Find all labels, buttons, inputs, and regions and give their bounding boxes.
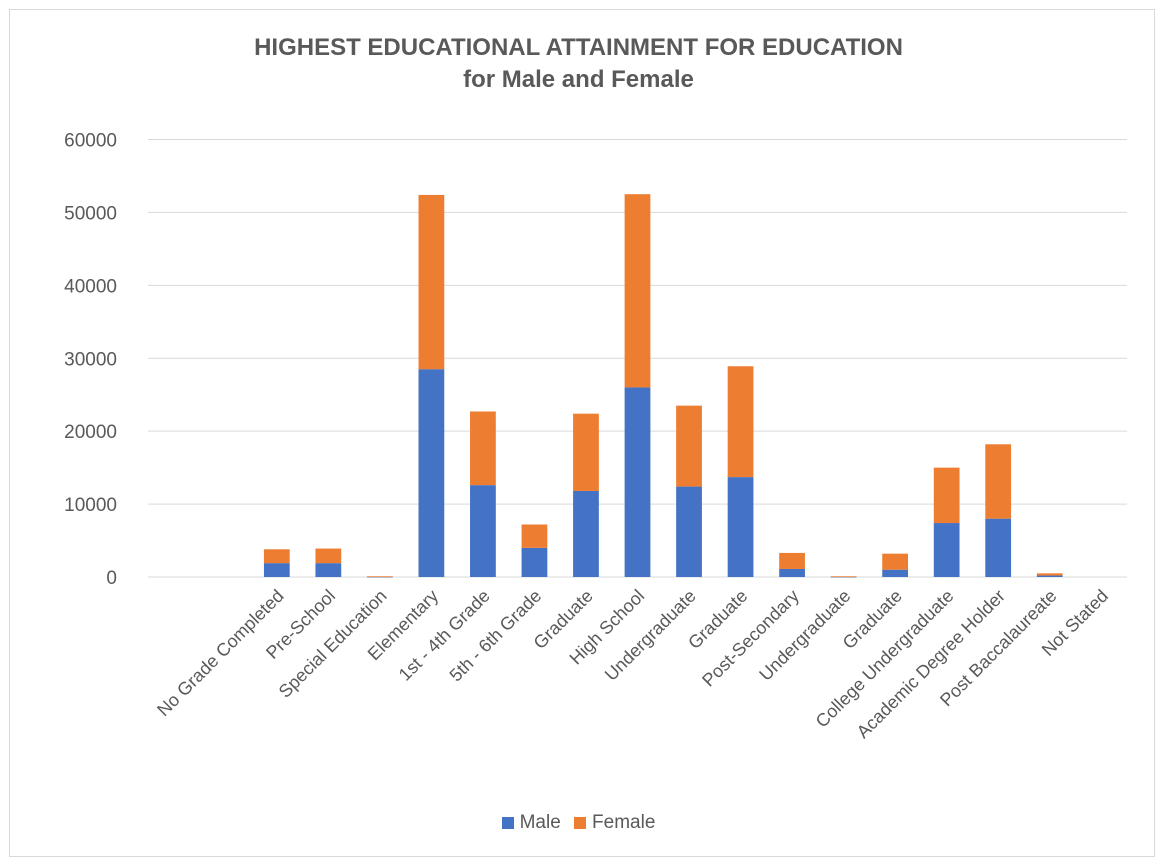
bar-male xyxy=(624,387,651,577)
chart-title: HIGHEST EDUCATIONAL ATTAINMENT FOR EDUCA… xyxy=(0,32,1157,96)
bar-male xyxy=(933,523,960,577)
bar-male xyxy=(985,518,1012,577)
legend-label-male: Male xyxy=(519,812,561,833)
bar-female xyxy=(366,576,393,578)
bar-male xyxy=(676,486,702,577)
bar-female xyxy=(573,413,599,491)
y-tick-label: 50000 xyxy=(64,203,117,224)
y-tick-label: 0 xyxy=(106,568,117,589)
bar-female xyxy=(315,548,342,564)
x-tick-label: 5th - 6th Grade xyxy=(446,586,546,686)
y-tick-label: 20000 xyxy=(64,422,117,443)
legend-swatch-male xyxy=(501,817,514,829)
bar-male xyxy=(263,563,290,577)
bar-male xyxy=(418,369,445,577)
chart-title-line2: for Male and Female xyxy=(463,66,694,93)
bar-male xyxy=(1036,575,1063,577)
bar-female xyxy=(985,444,1012,519)
x-tick-label: Undergraduate xyxy=(755,586,854,685)
bar-female xyxy=(1036,573,1063,576)
bar-male xyxy=(315,563,342,577)
bar-male xyxy=(727,477,754,577)
bar-female xyxy=(470,411,496,486)
legend: Male Female xyxy=(0,812,1157,835)
bar-female xyxy=(779,552,805,569)
y-tick-label: 60000 xyxy=(64,131,117,152)
legend-item-female: Female xyxy=(574,812,655,834)
bar-male xyxy=(779,568,805,577)
bar-male xyxy=(882,569,909,577)
bar-female xyxy=(418,194,445,370)
legend-label-female: Female xyxy=(592,812,656,833)
bar-female xyxy=(882,553,909,570)
bar-male xyxy=(470,485,496,577)
x-tick-label: Undergraduate xyxy=(601,586,700,685)
x-tick-label: 1st - 4th Grade xyxy=(395,586,494,685)
bar-female xyxy=(521,524,548,548)
y-tick-label: 40000 xyxy=(64,276,117,297)
legend-swatch-female xyxy=(574,817,587,829)
legend-item-male: Male xyxy=(501,812,561,834)
bar-female xyxy=(263,549,290,564)
bar-male xyxy=(573,490,599,577)
bar-female xyxy=(830,576,857,578)
chart-title-line1: HIGHEST EDUCATIONAL ATTAINMENT FOR EDUCA… xyxy=(254,34,903,61)
bar-male xyxy=(521,547,548,577)
bar-female xyxy=(676,405,702,487)
bar-female xyxy=(933,467,960,524)
y-tick-label: 10000 xyxy=(64,495,117,516)
bar-female xyxy=(727,366,754,478)
y-tick-label: 30000 xyxy=(64,349,117,370)
bar-female xyxy=(624,194,651,388)
